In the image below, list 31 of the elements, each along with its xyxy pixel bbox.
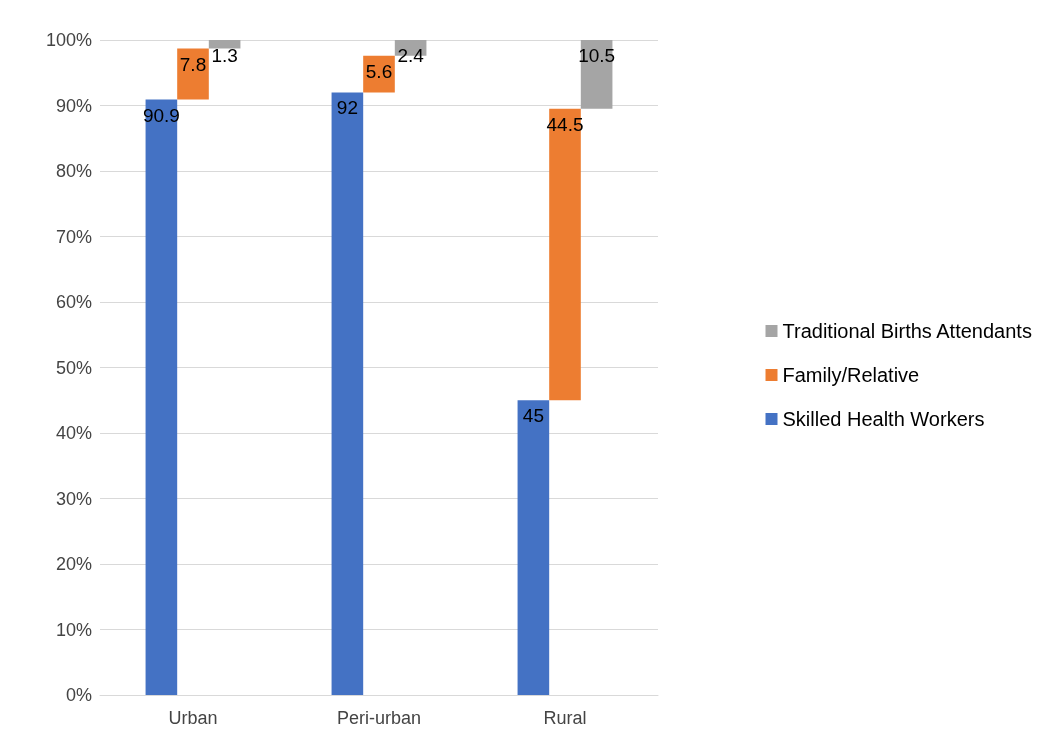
data-label: 92 bbox=[336, 97, 358, 119]
x-tick-label: Rural bbox=[543, 708, 587, 728]
legend-label: Skilled Health Workers bbox=[782, 408, 985, 430]
y-tick-label: 100% bbox=[45, 30, 92, 50]
data-label: 45 bbox=[522, 405, 544, 427]
bar bbox=[549, 108, 581, 401]
y-tick-label: 10% bbox=[55, 619, 92, 640]
y-tick-label: 40% bbox=[55, 423, 92, 443]
bar bbox=[145, 99, 178, 695]
bar bbox=[331, 92, 364, 695]
legend-label: Family/Relative bbox=[782, 364, 920, 386]
y-tick-label: 80% bbox=[55, 161, 92, 181]
y-tick-label: 60% bbox=[55, 292, 92, 312]
data-label: 2.4 bbox=[397, 45, 425, 66]
y-tick-label: 30% bbox=[55, 488, 92, 509]
bar bbox=[517, 400, 550, 695]
y-tick-label: 50% bbox=[55, 357, 92, 378]
y-tick-label: 0% bbox=[65, 685, 92, 705]
y-tick-label: 20% bbox=[55, 554, 92, 574]
bar bbox=[580, 40, 613, 109]
bar bbox=[208, 40, 241, 49]
data-label: 1.3 bbox=[211, 45, 238, 66]
data-label: 7.8 bbox=[179, 53, 207, 75]
y-tick-label: 90% bbox=[55, 95, 92, 116]
y-tick-label: 70% bbox=[55, 226, 92, 247]
data-label: 10.5 bbox=[578, 45, 616, 66]
x-tick-label: Peri-urban bbox=[336, 708, 422, 728]
x-tick-label: Urban bbox=[168, 708, 218, 728]
data-label: 5.6 bbox=[365, 60, 393, 82]
legend-label: Traditional Births Attendants bbox=[782, 320, 1032, 342]
bar bbox=[177, 48, 209, 100]
